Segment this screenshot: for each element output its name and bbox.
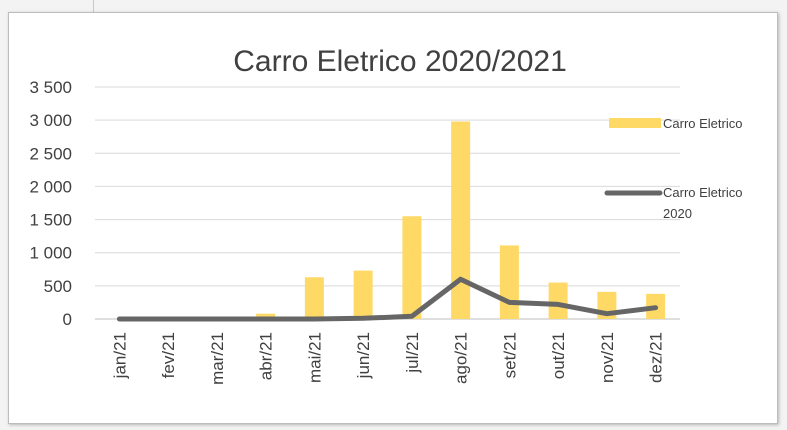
- x-tick-label: dez/21: [647, 332, 666, 383]
- bar: [353, 270, 373, 319]
- chart-container[interactable]: [8, 12, 778, 424]
- x-tick-label: ago/21: [452, 332, 471, 384]
- y-axis-ticks: 0 500 1 000 1 500 2 000 2 500 3 000 3 500: [29, 78, 72, 329]
- y-tick-label: 1 500: [29, 211, 72, 230]
- legend-label: Carro Eletrico: [663, 185, 742, 200]
- cell-gridline: [93, 0, 94, 14]
- line-series: [116, 276, 659, 322]
- bar: [256, 313, 276, 319]
- y-tick-label: 1 000: [29, 244, 72, 263]
- y-tick-label: 500: [44, 277, 72, 296]
- legend: Carro Eletrico Carro Eletrico 2020: [604, 116, 742, 221]
- x-tick-label: set/21: [500, 332, 519, 378]
- bar: [304, 277, 324, 319]
- bar: [548, 282, 568, 319]
- y-tick-label: 2 500: [29, 144, 72, 163]
- y-tick-label: 3 500: [29, 78, 72, 97]
- chart-title: Carro Eletrico 2020/2021: [233, 45, 567, 78]
- gridlines: [95, 86, 680, 320]
- x-tick-label: jul/21: [403, 332, 422, 374]
- y-tick-label: 0: [63, 310, 72, 329]
- x-tick-label: mai/21: [305, 332, 324, 383]
- x-tick-label: abr/21: [257, 332, 276, 380]
- legend-label: Carro Eletrico: [663, 116, 742, 131]
- bar: [451, 121, 471, 320]
- bar-series: [256, 121, 666, 320]
- x-tick-label: jan/21: [110, 332, 129, 379]
- x-axis-ticks: jan/21 fev/21 mar/21 abr/21 mai/21 jun/21 jul/…: [110, 332, 665, 385]
- x-tick-label: out/21: [549, 332, 568, 379]
- x-tick-label: jun/21: [354, 332, 373, 379]
- x-tick-label: mar/21: [208, 332, 227, 385]
- bar: [402, 216, 422, 319]
- bar: [499, 245, 519, 319]
- y-tick-label: 2 000: [29, 177, 72, 196]
- x-tick-label: nov/21: [598, 332, 617, 383]
- legend-swatch-bar: [609, 118, 661, 128]
- x-tick-label: fev/21: [159, 332, 178, 378]
- series-line: [116, 276, 659, 322]
- y-tick-label: 3 000: [29, 111, 72, 130]
- legend-label: 2020: [663, 206, 692, 221]
